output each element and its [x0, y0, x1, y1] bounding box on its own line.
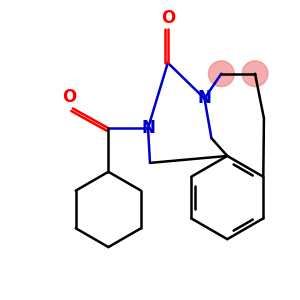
- Text: N: N: [198, 89, 212, 107]
- Text: O: O: [61, 88, 76, 106]
- Text: N: N: [141, 119, 155, 137]
- Circle shape: [208, 61, 234, 87]
- Text: O: O: [161, 9, 175, 27]
- Circle shape: [242, 61, 268, 87]
